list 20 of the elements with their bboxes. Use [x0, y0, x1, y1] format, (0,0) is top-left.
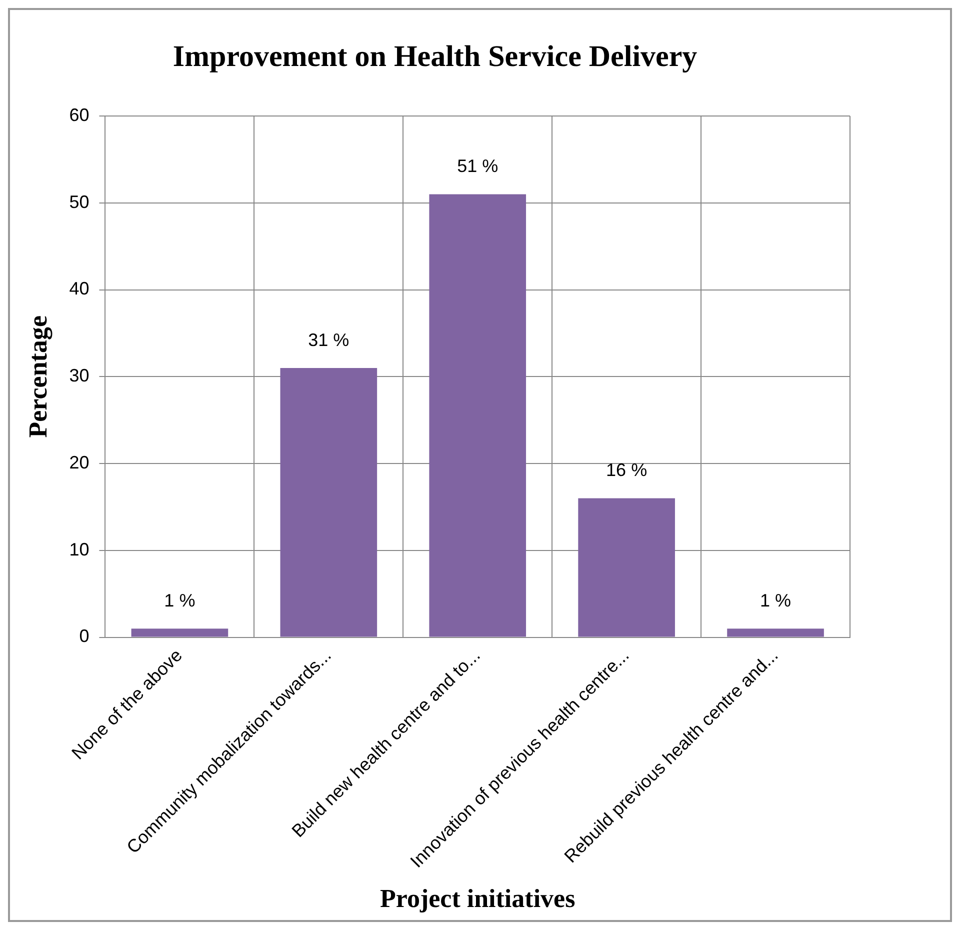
- bar: [131, 628, 228, 637]
- y-tick-label: 20: [69, 452, 90, 472]
- y-tick-label: 50: [69, 192, 90, 212]
- data-label: 51 %: [457, 156, 498, 176]
- y-axis-title: Percentage: [23, 316, 52, 438]
- y-tick-label: 10: [69, 539, 90, 560]
- bar: [578, 498, 675, 637]
- y-tick-label: 0: [79, 626, 90, 646]
- data-label: 1 %: [164, 590, 196, 611]
- y-tick-label: 60: [69, 104, 90, 125]
- bar: [429, 194, 526, 637]
- y-tick-label: 40: [69, 278, 90, 299]
- y-tick-label: 30: [69, 366, 90, 386]
- x-axis-title: Project initiatives: [380, 884, 576, 914]
- bar: [280, 368, 378, 637]
- data-label: 16 %: [606, 460, 648, 480]
- chart-title: Improvement on Health Service Delivery: [172, 40, 698, 73]
- data-label: 1 %: [760, 590, 792, 611]
- bar: [727, 628, 824, 637]
- data-label: 31 %: [308, 330, 350, 350]
